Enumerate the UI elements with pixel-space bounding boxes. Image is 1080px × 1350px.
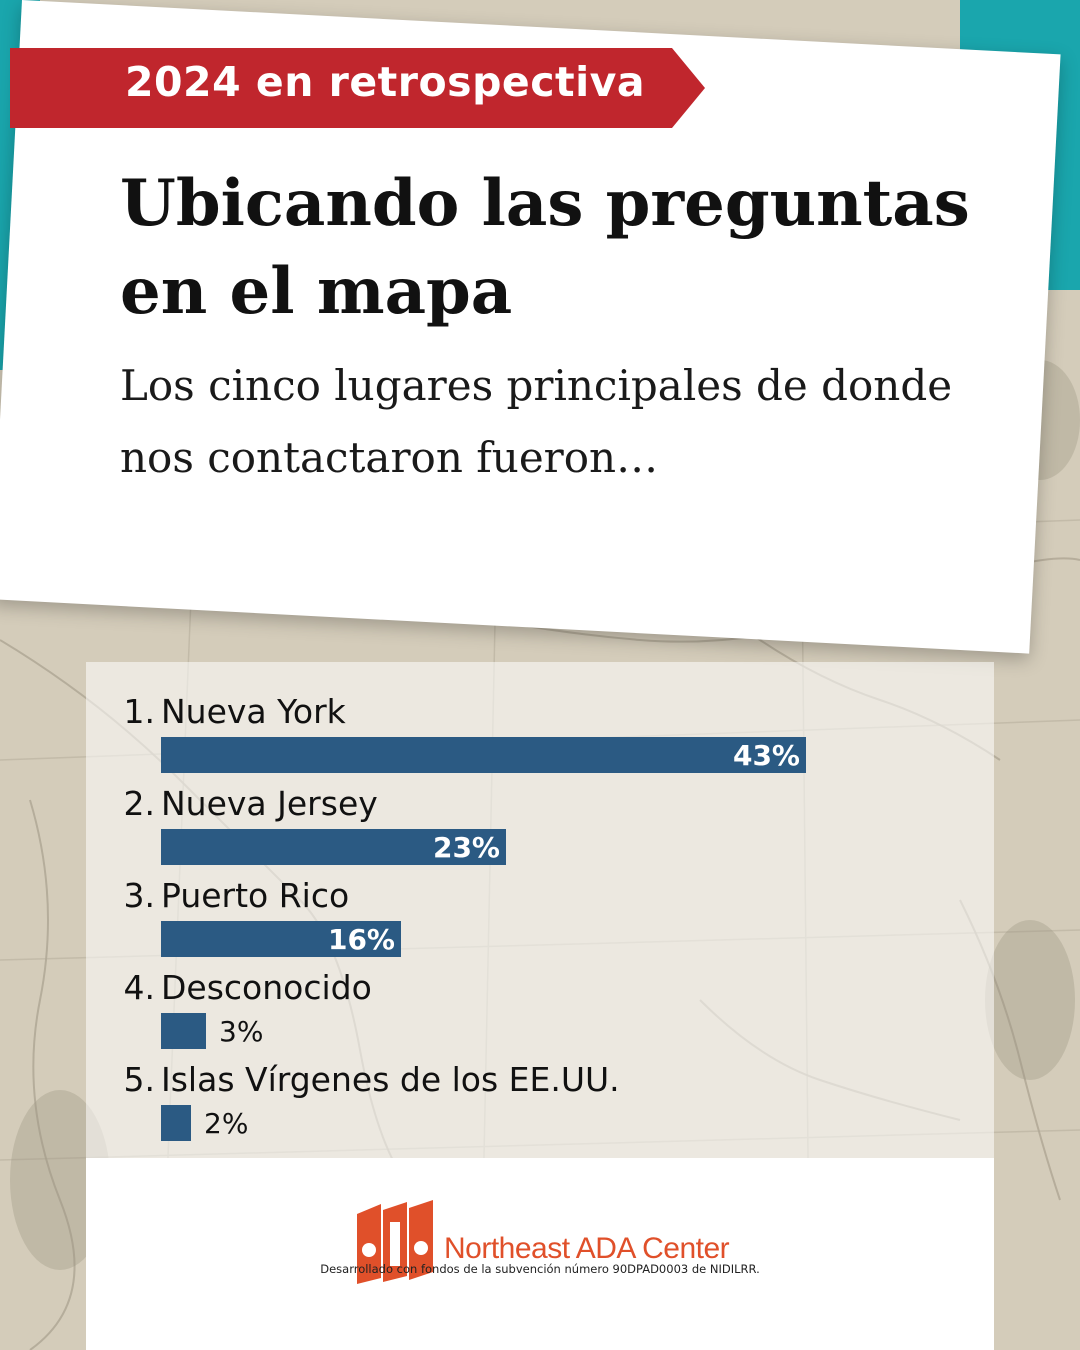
footer-panel [86,1158,994,1350]
banner-ribbon [10,48,705,128]
logo-name: Northeast ADA Center [444,1232,730,1265]
ada-logo-icon [357,1200,433,1284]
banner-label: 2024 en retrospectiva [125,58,646,106]
page-subtitle: Los cinco lugares principales de donde n… [120,361,953,482]
year-banner [10,48,705,128]
chart-panel [86,662,994,1158]
page-title: Ubicando las preguntas en el mapa [120,166,970,329]
funding-credit: Desarrollado con fondos de la subvención… [320,1262,760,1276]
